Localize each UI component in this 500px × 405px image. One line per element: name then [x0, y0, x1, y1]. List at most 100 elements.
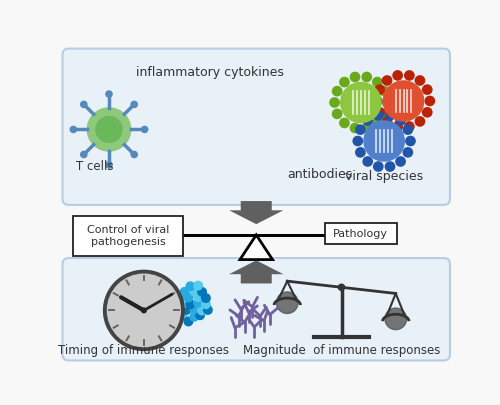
Circle shape: [276, 292, 298, 313]
FancyBboxPatch shape: [62, 49, 450, 205]
Circle shape: [363, 157, 372, 166]
Circle shape: [356, 148, 365, 157]
Circle shape: [204, 306, 212, 314]
Text: Control of viral
pathogenesis: Control of viral pathogenesis: [87, 224, 170, 247]
Circle shape: [80, 101, 87, 107]
Circle shape: [190, 305, 198, 313]
Circle shape: [353, 136, 362, 146]
Circle shape: [198, 306, 206, 315]
Circle shape: [88, 108, 130, 151]
Circle shape: [382, 76, 392, 85]
Circle shape: [178, 299, 187, 308]
Text: viral species: viral species: [345, 170, 423, 183]
Circle shape: [198, 288, 206, 296]
Circle shape: [404, 122, 414, 131]
Circle shape: [142, 308, 146, 313]
Circle shape: [131, 151, 138, 158]
Circle shape: [422, 85, 432, 94]
Circle shape: [178, 311, 187, 320]
Circle shape: [362, 124, 372, 133]
Circle shape: [372, 96, 382, 106]
Circle shape: [380, 87, 390, 96]
Circle shape: [194, 293, 202, 301]
Circle shape: [382, 98, 392, 107]
Circle shape: [340, 83, 381, 123]
Circle shape: [393, 71, 402, 80]
Circle shape: [196, 311, 204, 320]
Circle shape: [340, 118, 349, 128]
Circle shape: [386, 111, 394, 120]
Circle shape: [166, 311, 175, 320]
Circle shape: [372, 118, 382, 128]
Circle shape: [396, 116, 405, 125]
Circle shape: [338, 284, 344, 290]
Circle shape: [382, 117, 392, 126]
Circle shape: [194, 281, 202, 290]
Circle shape: [374, 162, 383, 171]
Text: Magnitude  of immune responses: Magnitude of immune responses: [243, 343, 440, 356]
Circle shape: [404, 71, 414, 80]
Circle shape: [184, 317, 192, 326]
Circle shape: [202, 300, 210, 309]
Circle shape: [96, 117, 122, 143]
Polygon shape: [240, 235, 272, 260]
Circle shape: [364, 121, 405, 161]
Circle shape: [202, 294, 210, 302]
Circle shape: [380, 109, 390, 119]
Circle shape: [163, 306, 172, 315]
Text: T cells: T cells: [76, 160, 114, 173]
Circle shape: [396, 157, 405, 166]
FancyBboxPatch shape: [74, 216, 184, 256]
FancyBboxPatch shape: [62, 258, 450, 360]
Circle shape: [142, 126, 148, 132]
Circle shape: [330, 98, 339, 107]
Circle shape: [182, 306, 191, 314]
Circle shape: [174, 294, 183, 302]
Circle shape: [403, 125, 412, 134]
Circle shape: [403, 148, 412, 157]
Circle shape: [186, 282, 194, 290]
Circle shape: [416, 117, 424, 126]
Circle shape: [104, 271, 184, 350]
Circle shape: [184, 293, 192, 302]
Circle shape: [190, 313, 198, 321]
Circle shape: [106, 91, 112, 97]
Circle shape: [332, 87, 342, 96]
Circle shape: [356, 125, 365, 134]
Circle shape: [363, 116, 372, 125]
Circle shape: [194, 298, 202, 307]
Polygon shape: [229, 201, 283, 224]
FancyBboxPatch shape: [325, 224, 396, 244]
Circle shape: [106, 162, 112, 168]
Text: Timing of immune responses: Timing of immune responses: [58, 343, 230, 356]
Circle shape: [393, 122, 402, 131]
Circle shape: [385, 308, 406, 330]
Text: antibodies: antibodies: [287, 168, 352, 181]
Circle shape: [80, 151, 87, 158]
Text: Pathology: Pathology: [334, 229, 388, 239]
Circle shape: [422, 108, 432, 117]
Circle shape: [186, 300, 194, 309]
Text: inflammatory cytokines: inflammatory cytokines: [136, 66, 284, 79]
Circle shape: [386, 162, 394, 171]
Circle shape: [174, 306, 183, 315]
Circle shape: [384, 81, 424, 121]
Polygon shape: [229, 260, 283, 284]
Circle shape: [172, 315, 181, 324]
Circle shape: [70, 126, 76, 132]
Circle shape: [190, 287, 198, 296]
Circle shape: [406, 136, 415, 146]
Circle shape: [168, 300, 177, 309]
Circle shape: [180, 288, 189, 296]
Circle shape: [375, 108, 384, 117]
Circle shape: [350, 72, 360, 81]
Circle shape: [332, 109, 342, 119]
Circle shape: [374, 111, 383, 120]
Circle shape: [372, 77, 382, 87]
Circle shape: [131, 101, 138, 107]
Circle shape: [425, 96, 434, 106]
Circle shape: [340, 77, 349, 87]
Circle shape: [350, 124, 360, 133]
Circle shape: [108, 274, 180, 347]
Circle shape: [362, 72, 372, 81]
